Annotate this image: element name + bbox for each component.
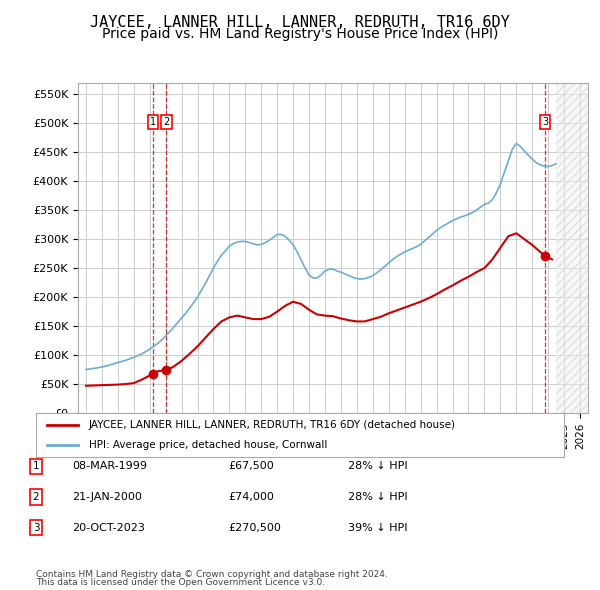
Text: 21-JAN-2000: 21-JAN-2000 — [72, 492, 142, 502]
Text: £67,500: £67,500 — [228, 461, 274, 471]
Text: HPI: Average price, detached house, Cornwall: HPI: Average price, detached house, Corn… — [89, 440, 327, 450]
Text: 3: 3 — [542, 117, 548, 127]
Text: £270,500: £270,500 — [228, 523, 281, 533]
Text: 08-MAR-1999: 08-MAR-1999 — [72, 461, 147, 471]
Text: 39% ↓ HPI: 39% ↓ HPI — [348, 523, 407, 533]
Text: 1: 1 — [149, 117, 156, 127]
Text: 3: 3 — [32, 523, 40, 533]
Text: 2: 2 — [32, 492, 40, 502]
Bar — [556, 83, 588, 413]
Text: 28% ↓ HPI: 28% ↓ HPI — [348, 492, 407, 502]
Text: 28% ↓ HPI: 28% ↓ HPI — [348, 461, 407, 471]
Text: This data is licensed under the Open Government Licence v3.0.: This data is licensed under the Open Gov… — [36, 578, 325, 587]
Text: 2: 2 — [163, 117, 170, 127]
Text: JAYCEE, LANNER HILL, LANNER, REDRUTH, TR16 6DY: JAYCEE, LANNER HILL, LANNER, REDRUTH, TR… — [90, 15, 510, 30]
Text: JAYCEE, LANNER HILL, LANNER, REDRUTH, TR16 6DY (detached house): JAYCEE, LANNER HILL, LANNER, REDRUTH, TR… — [89, 421, 456, 430]
Text: 20-OCT-2023: 20-OCT-2023 — [72, 523, 145, 533]
Text: 1: 1 — [32, 461, 40, 471]
Text: Contains HM Land Registry data © Crown copyright and database right 2024.: Contains HM Land Registry data © Crown c… — [36, 571, 388, 579]
Text: £74,000: £74,000 — [228, 492, 274, 502]
Text: Price paid vs. HM Land Registry's House Price Index (HPI): Price paid vs. HM Land Registry's House … — [102, 27, 498, 41]
